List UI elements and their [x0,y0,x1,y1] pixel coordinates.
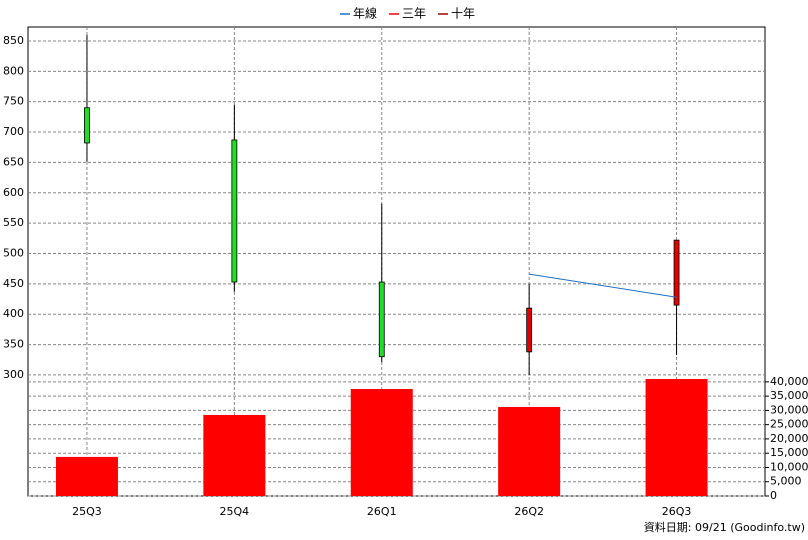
y2-tick-label: 20,000 [770,432,808,445]
x-tick-label: 26Q3 [662,505,692,518]
candle-body [231,139,238,283]
y-tick-label: 850 [3,34,24,47]
footnote: 資料日期: 09/21 (Goodinfo.tw) [644,520,805,534]
volume-bar [350,388,413,496]
y-tick-label: 350 [3,338,24,351]
line-series [529,273,677,298]
legend-label: 三年 [402,7,426,21]
y-tick-label: 300 [3,368,24,381]
y2-tick-label: 35,000 [770,389,808,402]
candle-body [378,281,385,358]
legend-label: 年線 [353,6,377,21]
x-tick-label: 26Q1 [367,505,397,518]
volume-bar [203,414,266,496]
volume-bar [55,456,118,496]
volume-bar [498,406,561,496]
y-tick-label: 700 [3,125,24,138]
y2-tick-label: 5,000 [770,475,802,488]
y2-tick-label: 0 [770,489,777,502]
y2-tick-label: 15,000 [770,446,808,459]
x-tick-label: 25Q4 [220,505,250,518]
x-tick-label: 25Q3 [72,505,102,518]
y-tick-label: 550 [3,216,24,229]
x-tick-label: 26Q2 [514,505,544,518]
y-tick-label: 650 [3,155,24,168]
volume-bar [645,379,708,496]
y-tick-label: 600 [3,186,24,199]
y-tick-label: 750 [3,95,24,108]
candle-body [84,107,90,144]
y2-tick-label: 25,000 [770,418,808,431]
y-tick-label: 400 [3,307,24,320]
y-tick-label: 500 [3,246,24,259]
legend-label: 十年 [451,7,475,21]
y2-tick-label: 40,000 [770,375,808,388]
y-tick-label: 450 [3,277,24,290]
candle-body [526,307,533,353]
y2-tick-label: 30,000 [770,403,808,416]
y-tick-label: 800 [3,64,24,77]
y2-tick-label: 10,000 [770,460,808,473]
candle-body [673,239,680,306]
